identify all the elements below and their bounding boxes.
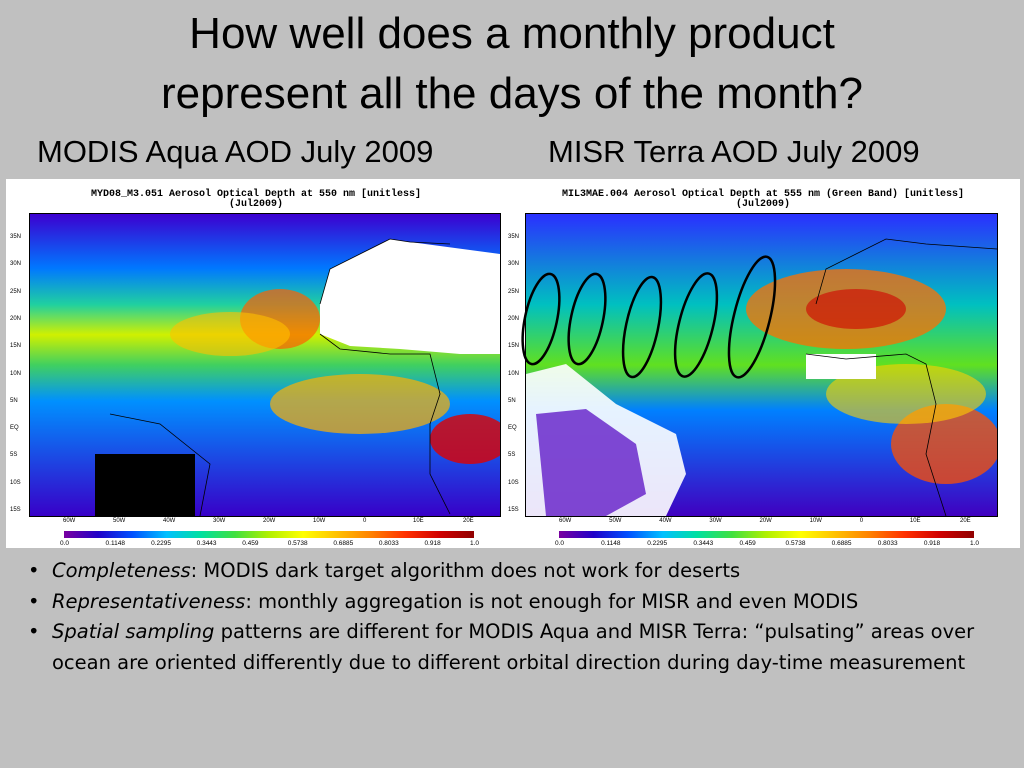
bullet-spatial-sampling: • Spatial sampling patterns are different…: [28, 620, 975, 674]
misr-lon-label: 0: [859, 518, 864, 524]
modis-aod-map: [29, 213, 501, 517]
misr-lat-label: 30N: [508, 261, 520, 268]
misr-lon-label: 20E: [960, 518, 971, 524]
misr-lat-label: 15N: [508, 343, 520, 350]
misr-lat-label: 5S: [508, 452, 516, 459]
modis-lat-label: 15S: [10, 507, 21, 513]
modis-colorbar-tick: 0.8033: [378, 540, 399, 547]
modis-lat-label: 10N: [10, 370, 22, 377]
misr-colorbar-tick: 0.1148: [601, 540, 621, 547]
misr-lat-label: 20N: [508, 315, 520, 322]
misr-lat-label: 35N: [508, 234, 520, 240]
modis-colorbar-tick: 0.0: [60, 540, 70, 547]
misr-colorbar-tick: 0.459: [739, 540, 756, 547]
misr-lon-label: 10W: [809, 518, 822, 524]
misr-map-panel: MIL3MAE.004 Aerosol Optical Depth at 555…: [506, 179, 1020, 548]
misr-colorbar-tick: 1.0: [970, 540, 980, 547]
slide-title-line-2: represent all the days of the month?: [161, 69, 863, 118]
misr-colorbar-tick: 0.918: [923, 540, 941, 547]
map-figure: MYD08_M3.051 Aerosol Optical Depth at 55…: [6, 179, 1020, 548]
bullet-list: • Completeness: MODIS dark target algorit…: [28, 556, 998, 678]
pulsating-pattern-ellipses: [521, 255, 777, 379]
misr-lat-label: 25N: [508, 288, 520, 295]
modis-colorbar-tick: 0.5738: [287, 540, 308, 547]
modis-lat-label: EQ: [10, 425, 19, 432]
modis-lon-label: 40W: [163, 518, 176, 524]
modis-lon-label: 20E: [463, 518, 474, 524]
modis-map-label: MODIS Aqua AOD July 2009: [37, 134, 434, 169]
misr-lat-label: 15S: [508, 507, 519, 513]
misr-lon-label: 60W: [559, 518, 572, 524]
bullet-representativeness: • Representativeness: monthly aggregation…: [28, 589, 859, 613]
modis-colorbar-tick: 0.3443: [196, 540, 217, 547]
modis-lat-label: 20N: [10, 315, 22, 322]
modis-lon-label: 0: [363, 518, 367, 524]
modis-lat-label: 25N: [10, 288, 22, 295]
modis-lat-label: 5N: [10, 397, 18, 404]
modis-lon-label: 20W: [263, 518, 276, 524]
modis-lat-label: 15N: [10, 343, 22, 350]
misr-colorbar-tick: 0.5738: [785, 540, 806, 547]
misr-lon-label: 20W: [759, 518, 772, 524]
misr-lon-label: 40W: [659, 518, 672, 524]
slide-title-line-1: How well does a monthly product: [189, 9, 835, 58]
misr-lat-label: EQ: [508, 425, 517, 432]
misr-aod-map: [525, 213, 998, 517]
modis-map-title: MYD08_M3.051 Aerosol Optical Depth at 55…: [90, 189, 422, 210]
misr-lon-label: 30W: [709, 518, 722, 524]
modis-lon-label: 10W: [313, 518, 326, 524]
misr-lon-label: 50W: [609, 518, 622, 524]
modis-colorbar-tick: 0.459: [242, 540, 259, 547]
modis-lon-label: 50W: [113, 518, 126, 524]
modis-lat-label: 5S: [10, 452, 18, 459]
modis-lat-label: 30N: [10, 261, 22, 268]
misr-map-title: MIL3MAE.004 Aerosol Optical Depth at 555…: [561, 189, 965, 210]
misr-lat-label: 10N: [508, 370, 520, 377]
modis-lon-label: 10E: [413, 518, 424, 524]
misr-map-label: MISR Terra AOD July 2009: [548, 134, 920, 169]
modis-lat-label: 10S: [10, 479, 21, 486]
modis-lon-label: 60W: [63, 518, 76, 524]
modis-colorbar-tick: 1.0: [470, 540, 480, 547]
misr-lat-label: 5N: [508, 397, 516, 404]
modis-colorbar-tick: 0.1148: [105, 540, 125, 547]
misr-colorbar: [559, 531, 974, 538]
misr-colorbar-tick: 0.8033: [877, 540, 898, 547]
modis-lat-label: 35N: [10, 234, 22, 240]
misr-lon-label: 10E: [909, 518, 921, 524]
misr-colorbar-tick: 0.6885: [831, 540, 852, 547]
modis-map-panel: MYD08_M3.051 Aerosol Optical Depth at 55…: [6, 179, 506, 548]
modis-colorbar-tick: 0.918: [424, 540, 441, 547]
modis-lon-label: 30W: [213, 518, 226, 524]
modis-colorbar-tick: 0.2295: [151, 540, 171, 547]
modis-colorbar-tick: 0.6885: [333, 540, 354, 547]
misr-colorbar-tick: 0.0: [555, 540, 565, 547]
bullet-completeness: • Completeness: MODIS dark target algorit…: [28, 559, 741, 582]
misr-colorbar-tick: 0.3443: [693, 540, 714, 547]
misr-colorbar-tick: 0.2295: [647, 540, 668, 547]
misr-lat-label: 10S: [508, 479, 519, 486]
modis-colorbar: [64, 531, 474, 538]
